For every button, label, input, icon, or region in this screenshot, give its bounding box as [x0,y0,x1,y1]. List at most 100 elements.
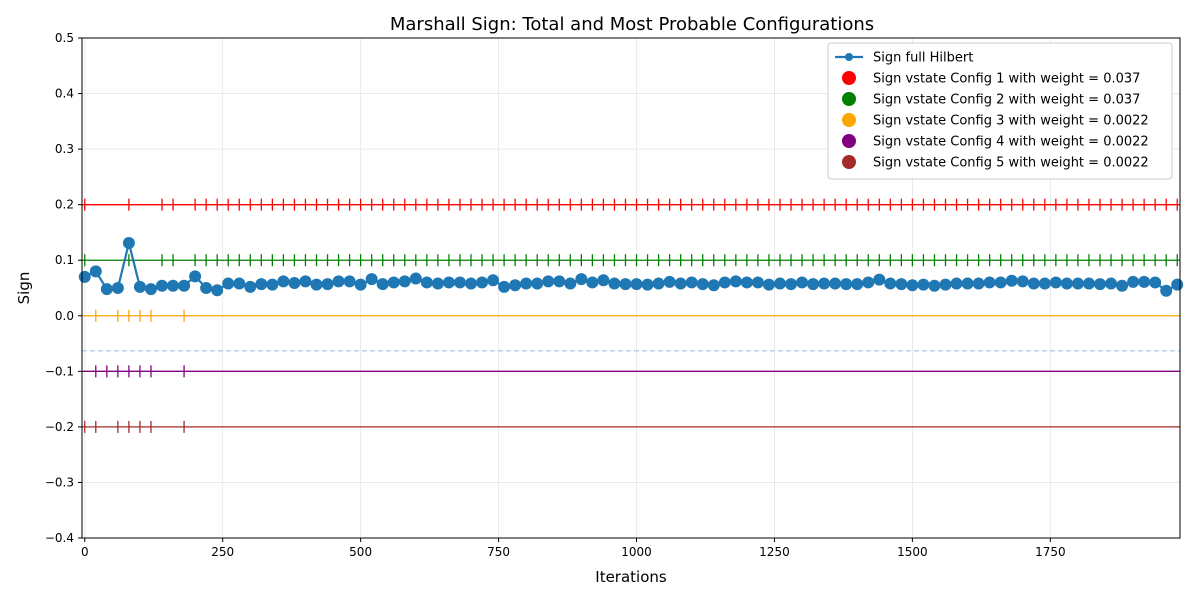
full-hilbert-point [762,278,775,291]
full-hilbert-point [498,280,511,293]
full-hilbert-point [167,279,180,292]
full-hilbert-point [1093,278,1106,291]
legend-label: Sign full Hilbert [873,51,973,66]
full-hilbert-point [696,278,709,291]
full-hilbert-point [619,278,632,291]
legend-marker [842,113,856,127]
full-hilbert-point [994,276,1007,289]
full-hilbert-point [972,277,985,290]
y-tick-label: 0.3 [55,142,74,156]
full-hilbert-point [310,278,323,291]
full-hilbert-point [740,276,753,289]
legend-marker [842,155,856,169]
full-hilbert-point [928,279,941,292]
full-hilbert-point [597,274,610,287]
full-hilbert-point [1138,275,1151,288]
legend-label: Sign vstate Config 1 with weight = 0.037 [873,72,1140,87]
full-hilbert-point [785,278,798,291]
full-hilbert-point [564,277,577,290]
full-hilbert-point [862,276,875,289]
full-hilbert-point [277,275,290,288]
full-hilbert-point [1027,277,1040,290]
legend-marker [842,71,856,85]
full-hilbert-point [211,284,224,297]
full-hilbert-point [299,275,312,288]
full-hilbert-point [884,277,897,290]
full-hilbert-point [1082,277,1095,290]
full-hilbert-point [464,277,477,290]
full-hilbert-point [376,278,389,291]
full-hilbert-point [1116,279,1129,292]
full-hilbert-point [420,276,433,289]
y-tick-label: 0.1 [55,253,74,267]
full-hilbert-point [1160,284,1173,297]
x-tick-label: 1750 [1035,545,1066,559]
full-hilbert-point [520,277,533,290]
y-tick-label: 0.0 [55,309,74,323]
full-hilbert-point [751,276,764,289]
full-hilbert-point [1171,278,1184,291]
full-hilbert-point [950,277,963,290]
full-hilbert-point [387,276,400,289]
x-tick-label: 1500 [897,545,928,559]
full-hilbert-point [796,276,809,289]
full-hilbert-point [476,276,489,289]
y-tick-label: 0.5 [55,31,74,45]
full-hilbert-point [409,272,422,285]
x-tick-label: 250 [211,545,234,559]
chart-title: Marshall Sign: Total and Most Probable C… [390,14,874,35]
full-hilbert-point [1127,275,1140,288]
legend-label: Sign vstate Config 3 with weight = 0.002… [873,114,1149,129]
full-hilbert-point [365,273,378,286]
full-hilbert-point [1038,277,1051,290]
full-hilbert-point [1060,277,1073,290]
full-hilbert-point [89,265,102,278]
full-hilbert-point [829,277,842,290]
legend-box [827,42,1173,180]
full-hilbert-point [343,275,356,288]
full-hilbert-point [961,277,974,290]
legend-marker [842,134,856,148]
full-hilbert-point [895,278,908,291]
full-hilbert-point [332,275,345,288]
legend-marker [845,53,853,61]
x-tick-label: 1250 [759,545,790,559]
full-hilbert-point [553,275,566,288]
y-tick-label: −0.3 [45,475,74,489]
full-hilbert-point [1016,275,1029,288]
axes-frame [81,37,1181,539]
x-tick-label: 500 [349,545,372,559]
full-hilbert-point [255,278,268,291]
legend-label: Sign vstate Config 5 with weight = 0.002… [873,156,1149,171]
full-hilbert-point [133,280,146,293]
y-axis-ticks: −0.4 −0.3 −0.2 −0.1 0.0 0.1 0.2 0.3 0.4 0.5 [45,31,82,545]
full-hilbert-point [1049,276,1062,289]
full-hilbert-point [509,279,522,292]
full-hilbert-point [685,276,698,289]
full-hilbert-point [266,278,279,291]
full-hilbert-point [431,277,444,290]
x-tick-label: 1000 [621,545,652,559]
legend-marker [842,92,856,106]
y-axis-label: Sign [15,272,33,305]
full-hilbert-point [156,279,169,292]
plot-area [78,198,1184,433]
full-hilbert-point [663,275,676,288]
legend: Sign full Hilbert Sign vstate Config 1 wi… [827,42,1173,180]
full-hilbert-point [674,277,687,290]
full-hilbert-point [718,276,731,289]
full-hilbert-point [453,276,466,289]
full-hilbert-point [586,276,599,289]
y-tick-label: −0.1 [45,364,74,378]
full-hilbert-point [1071,277,1084,290]
full-hilbert-point [608,277,621,290]
full-hilbert-point [442,276,455,289]
full-hilbert-point [398,275,411,288]
full-hilbert-point [111,282,124,294]
full-hilbert-point [100,283,113,296]
x-tick-label: 750 [487,545,510,559]
full-hilbert-point [321,278,334,291]
full-hilbert-point [288,277,301,289]
full-hilbert-point [200,282,213,294]
